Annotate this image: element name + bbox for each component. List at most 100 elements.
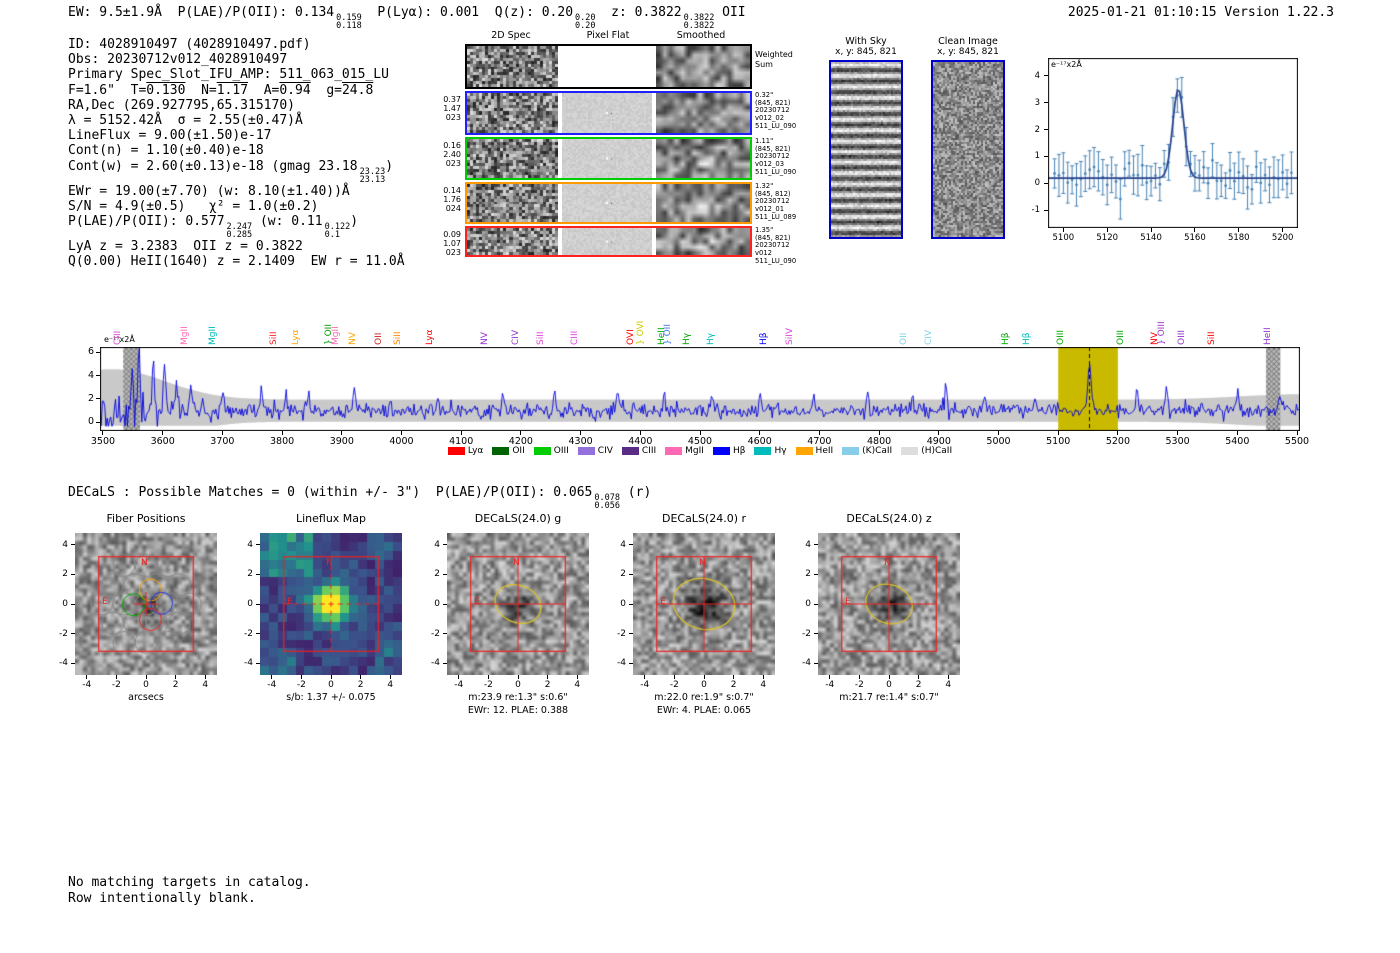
tick-mark: [762, 675, 764, 679]
tick-mark: [443, 544, 447, 546]
tick-mark: [699, 431, 701, 435]
y-tick-label: 0: [620, 599, 626, 609]
meta-line: 511_LU_090: [755, 256, 797, 265]
spectral-line-label: SiII: [392, 331, 403, 345]
spectral-line-label: OIII: [1115, 329, 1126, 345]
y-tick-label: -4: [244, 658, 253, 669]
x-tick-label: 5500: [1284, 436, 1310, 447]
meta-line: (845, 821): [755, 233, 791, 242]
tick-mark: [96, 421, 100, 423]
x-tick-label: 3900: [329, 436, 354, 447]
tick-mark: [256, 603, 260, 605]
spectral-line-label: MgII: [179, 326, 190, 345]
fraction-top: 0.159: [336, 13, 362, 23]
line-fit-canvas: [1048, 58, 1298, 228]
tick-mark: [759, 431, 761, 435]
x-tick-label: 4: [202, 680, 209, 690]
panel-canvas-cutout: [818, 533, 960, 675]
x-tick-label: -2: [854, 680, 864, 690]
spectral-line-label: OII: [899, 332, 910, 345]
x-tick-label: -2: [111, 680, 121, 690]
info-line: LyA z = 3.2383 OII z = 0.3822: [68, 239, 405, 254]
with-sky-image: [829, 60, 903, 239]
x-tick-label: 5100: [1052, 233, 1075, 243]
cutout-cell-smoothed: [656, 184, 750, 222]
info-line: Cont(n) = 1.10(±0.40)e-18: [68, 143, 405, 158]
spectral-line-label: OIII: [1056, 329, 1067, 345]
tick-mark: [102, 431, 104, 435]
weight-value: 1.47: [443, 104, 461, 113]
panel-caption: arcsecs: [128, 692, 164, 703]
column-header: 2D Spec: [491, 30, 531, 41]
stacked-fraction: 23.23 23.13: [360, 167, 386, 184]
spectral-line-label: CIV: [511, 329, 522, 345]
tick-mark: [487, 675, 489, 679]
sky-panel-coords: x, y: 845, 821: [835, 47, 897, 57]
compass-n: N: [326, 558, 333, 568]
weight-value: 023: [445, 159, 461, 168]
y-tick-label: -2: [244, 628, 253, 639]
info-line: S/N = 4.9(±0.5) χ² = 1.0(±0.2): [68, 199, 405, 214]
cutout-cell-spec2d: [467, 139, 558, 178]
cutout-cell-pixelflat: [562, 184, 652, 222]
text-segment: A=: [248, 82, 280, 98]
panel-canvas-fibers: [75, 533, 217, 675]
legend-swatch: [492, 447, 510, 455]
tick-mark: [330, 675, 332, 679]
x-tick-label: -4: [454, 680, 464, 690]
x-tick-label: 2: [544, 680, 551, 690]
compass-n: N: [513, 558, 520, 568]
tick-mark: [204, 675, 206, 679]
text-segment: ): [350, 214, 359, 230]
tick-mark: [221, 431, 223, 435]
text-segment: P(LAE)/P(OII): 0.577: [68, 214, 225, 230]
weight-value: 1.76: [443, 195, 461, 204]
tick-mark: [256, 544, 260, 546]
x-tick-label: -4: [825, 680, 835, 690]
panel-caption: s/b: 1.37 +/- 0.075: [286, 692, 376, 703]
x-tick-label: 4200: [508, 436, 533, 447]
stacked-fraction: 0.159 0.118: [336, 13, 362, 31]
panel-caption: m:21.7 re:1.4" s:0.7": [839, 692, 939, 703]
spectral-line-label: NV: [347, 332, 358, 345]
footer-line: Row intentionally blank.: [68, 890, 256, 906]
spectral-line-label: Hβ: [759, 332, 770, 345]
info-line: ID: 4028910497 (4028910497.pdf): [68, 37, 405, 52]
legend-swatch: [665, 447, 683, 455]
tick-mark: [271, 675, 273, 679]
cutout-cell-spec2d: [467, 93, 558, 133]
stacked-fraction: 0.078 0.056: [594, 494, 620, 511]
x-tick-label: 5120: [1096, 233, 1119, 243]
text-segment: LineFlux = 9.00(±1.50)e-17: [68, 128, 272, 144]
tick-mark: [443, 662, 447, 664]
legend-label: Hγ: [774, 446, 787, 456]
info-line: Cont(w) = 2.60(±0.13)e-18 (gmag 23.18 23.…: [68, 159, 405, 184]
meta-line: v012: [755, 249, 772, 258]
tick-mark: [639, 431, 641, 435]
x-tick-label: 0: [701, 680, 707, 690]
stacked-fraction: 2.247 0.285: [226, 223, 253, 241]
fraction-bottom: 0.285: [226, 230, 253, 241]
legend-item: OII: [492, 446, 525, 456]
tick-mark: [162, 431, 164, 435]
weight-value: 0.09: [443, 230, 461, 239]
tick-mark: [576, 675, 578, 679]
footer-notes: No matching targets in catalog. Row inten…: [68, 875, 311, 906]
spectral-line-label: SiII: [1207, 331, 1218, 345]
stacked-fraction: 0.20 0.20: [575, 13, 596, 31]
tick-mark: [814, 603, 818, 605]
x-tick-label: 3700: [210, 436, 235, 447]
text-segment: (r): [619, 485, 652, 500]
y-tick-label: 4: [247, 539, 253, 550]
fraction-bottom: 0.118: [336, 21, 362, 31]
y-tick-label: 6: [87, 346, 94, 358]
tick-mark: [703, 675, 705, 679]
info-line: P(LAE)/P(OII): 0.577 2.247 0.285 (w: 0.11 0…: [68, 214, 405, 239]
meta-line: v012_02: [755, 114, 785, 123]
overlined-value: 1.17: [216, 82, 249, 98]
cutout-cell-pixelflat: [562, 228, 652, 255]
text-segment: P(Lyα): 0.001 Q(z): 0.20: [361, 5, 574, 20]
fraction-top: 0.20: [575, 13, 596, 23]
x-tick-label: 5400: [1225, 436, 1250, 447]
stacked-fraction: 0.122 0.1: [325, 223, 351, 240]
